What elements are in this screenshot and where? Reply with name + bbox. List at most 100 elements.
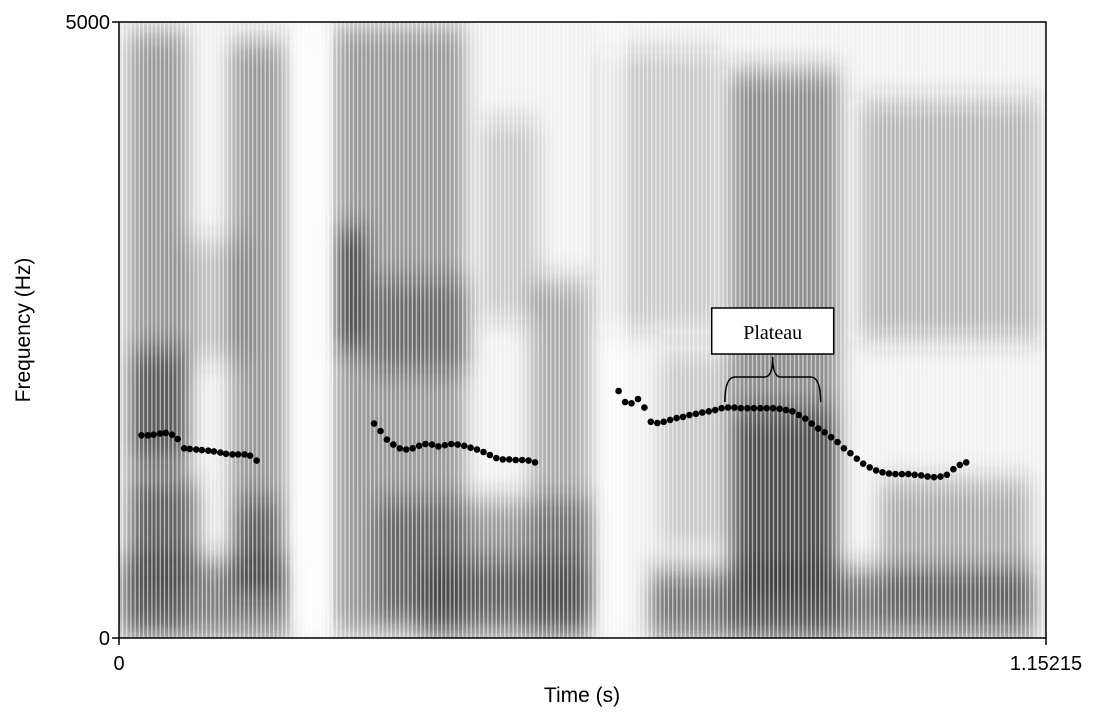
plot-frame [118,21,1047,639]
pitch-point [847,449,854,457]
pitch-point [615,387,622,395]
pitch-point [718,404,725,412]
pitch-point [699,409,706,416]
pitch-point [186,445,194,453]
plateau-label-box [710,307,835,355]
pitch-point [924,473,931,480]
pitch-point [905,470,912,478]
pitch-point [246,452,254,460]
pitch-point [660,418,667,426]
pitch-point [769,404,777,412]
pitch-point [859,460,867,468]
pitch-point [789,408,796,415]
pitch-point [229,451,236,458]
x-axis-title: Time (s) [544,684,620,707]
pitch-point [409,445,417,452]
pitch-point [448,440,455,448]
pitch-point [525,457,532,464]
pitch-point [512,456,519,464]
x-tick-label-right: 1.15215 [1010,653,1082,675]
pitch-point [435,443,442,450]
y-axis-title: Frequency (Hz) [12,258,35,403]
pitch-point [866,464,873,471]
pitch-point [621,398,629,406]
pitch-point [162,429,169,437]
pitch-point [505,456,513,463]
pitch-point [531,459,539,466]
pitch-point [814,425,822,432]
pitch-point [192,446,200,453]
pitch-point [834,438,841,446]
pitch-point [628,400,635,407]
pitch-point [911,471,918,479]
pitch-point [962,459,970,466]
pitch-point [499,456,507,463]
pitch-point [150,431,157,439]
pitch-point [198,446,206,454]
pitch-point [686,411,693,419]
pitch-point [827,433,835,441]
pitch-point [396,445,404,452]
pitch-point [422,440,429,448]
pitch-point [885,470,893,477]
pitch-point [821,429,828,436]
plateau-brace [724,356,822,403]
pitch-point [731,404,738,411]
x-tick-label-left: 0 [113,653,124,675]
pitch-point [441,441,449,449]
pitch-point [840,445,848,452]
pitch-point [750,404,758,412]
pitch-point [802,415,809,423]
pitch-point [647,418,655,426]
pitch-point [370,420,378,427]
plateau-annotation: Plateau [710,307,835,403]
pitch-point [737,404,745,412]
pitch-point [180,445,188,452]
pitch-point [480,448,487,456]
y-tick-label-bottom: 0 [99,628,110,650]
pitch-point [937,473,944,480]
pitch-point [493,454,500,462]
pitch-point [917,472,925,479]
pitch-point [744,404,751,412]
pitch-point [390,441,397,448]
pitch-point [641,404,648,411]
pitch-point [666,416,674,424]
pitch-point [234,451,242,458]
pitch-point [217,449,224,456]
pitch-point [776,405,783,413]
pitch-point [782,406,790,414]
pitch-point [205,447,212,455]
pitch-point [898,470,906,478]
pitch-point [724,404,732,411]
pitch-point [402,446,410,453]
pitch-point [174,435,181,443]
pitch-point [795,411,803,419]
pitch-point [692,410,700,418]
plateau-label: Plateau [743,322,802,344]
pitch-point [956,461,964,469]
pitch-point [460,442,468,450]
pitch-point [377,427,384,435]
y-tick-label-top: 5000 [66,12,111,34]
spectrogram-image [119,22,1046,638]
pitch-point [253,457,260,464]
pitch-point [144,432,152,439]
pitch-point [168,431,176,439]
pitch-point [673,414,680,422]
pitch-point [654,419,661,427]
pitch-point [679,413,687,421]
pitch-point [156,430,164,437]
pitch-point [467,444,474,452]
pitch-point [486,451,494,459]
pitch-point [711,406,719,414]
pitch-point [757,404,764,412]
pitch-point [892,470,899,478]
pitch-point [705,408,713,415]
pitch-point [808,420,815,427]
pitch-point [853,455,861,463]
pitch-point [210,448,218,455]
pitch-point [518,456,526,464]
pitch-point [383,436,391,443]
